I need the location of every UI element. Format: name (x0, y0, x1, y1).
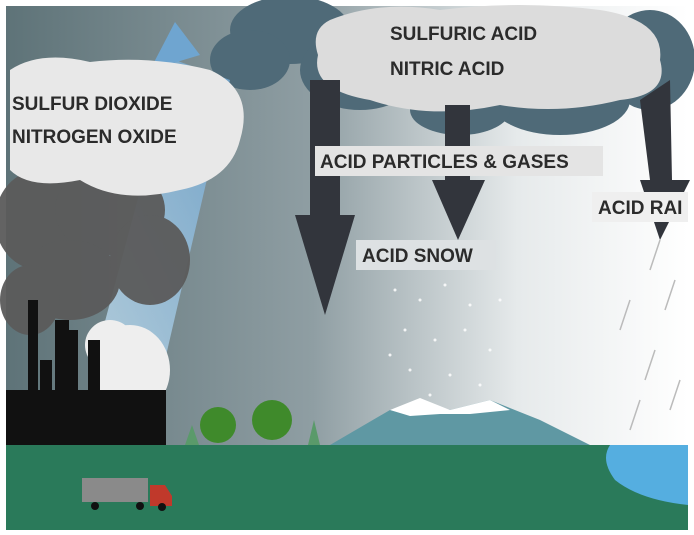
label: ACID RAI (598, 198, 682, 219)
label: ACID SNOW (362, 246, 473, 267)
label: NITRIC ACID (390, 59, 504, 80)
label: SULFURIC ACID (390, 24, 537, 45)
scene: SULFUR DIOXIDE NITROGEN OXIDE SULFURIC A… (0, 0, 694, 530)
acid-rain-diagram: SULFUR DIOXIDE NITROGEN OXIDE SULFURIC A… (0, 0, 694, 535)
label: ACID PARTICLES & GASES (320, 152, 569, 173)
label: NITROGEN OXIDE (12, 127, 177, 148)
label: SULFUR DIOXIDE (12, 94, 172, 115)
